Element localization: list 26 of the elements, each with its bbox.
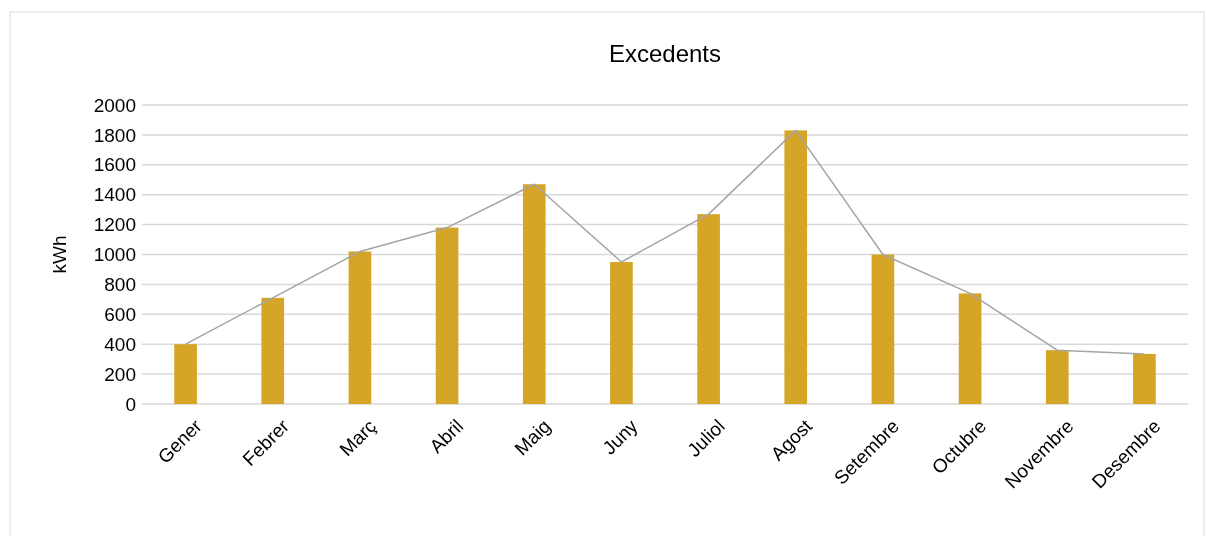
- bar: [697, 214, 720, 404]
- y-tick-label: 1200: [93, 214, 136, 236]
- bar: [610, 261, 633, 404]
- y-tick-label: 200: [104, 363, 136, 385]
- y-tick-label: 0: [125, 393, 136, 415]
- bar: [174, 344, 197, 404]
- y-tick-label: 2000: [93, 94, 136, 116]
- y-tick-label: 1600: [93, 154, 136, 176]
- y-tick-label: 1800: [93, 124, 136, 146]
- bar: [348, 251, 372, 404]
- line-series: [184, 129, 1146, 355]
- bar: [435, 227, 459, 404]
- bar: [261, 297, 285, 404]
- y-tick-label: 800: [104, 274, 136, 296]
- y-tick-label: 1000: [93, 244, 136, 266]
- y-tick-label: 400: [104, 333, 136, 355]
- bar: [784, 130, 808, 404]
- y-axis-title: kWh: [49, 235, 70, 274]
- bar: [522, 184, 546, 404]
- chart-title: Excedents: [608, 40, 722, 67]
- bar: [1133, 353, 1156, 404]
- bar: [958, 293, 982, 404]
- bar: [1045, 350, 1069, 404]
- y-tick-label: 600: [104, 303, 136, 325]
- y-tick-label: 1400: [93, 184, 136, 206]
- bar: [871, 254, 895, 404]
